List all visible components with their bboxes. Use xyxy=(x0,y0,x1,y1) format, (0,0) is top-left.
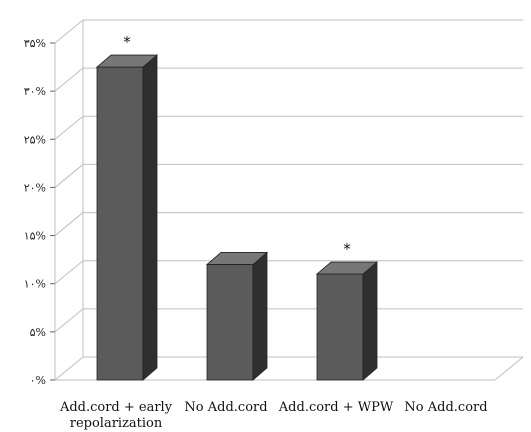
bar-top xyxy=(95,54,159,68)
y-tick-label: ۳۰% xyxy=(24,85,46,98)
category-label: Add.cord + early xyxy=(59,400,173,415)
bar-front xyxy=(206,264,254,381)
y-tick-label: ۵% xyxy=(30,326,46,339)
bar-front xyxy=(316,273,364,381)
gridline-diagonal xyxy=(54,115,84,140)
gridline-diagonal xyxy=(54,308,84,333)
y-tick-layer: ۰% ۵% ۱۰% ۱۵% ۲۰% ۲۵% ۳۰% ۳۵% xyxy=(24,37,46,387)
bar-side xyxy=(252,251,268,381)
bar xyxy=(205,251,269,381)
significance-marker: * xyxy=(343,240,351,258)
y-tick-label: ۱۰% xyxy=(24,278,46,291)
gridline-diagonal xyxy=(54,67,84,92)
bar-side xyxy=(142,54,158,381)
gridline-diagonal xyxy=(54,164,84,188)
significance-marker: * xyxy=(123,33,131,51)
bar xyxy=(315,261,379,381)
category-label: Add.cord + WPW xyxy=(278,400,394,415)
y-tick-label: ۲۵% xyxy=(24,133,46,146)
category-label: No Add.cord xyxy=(404,400,487,415)
category-label: No Add.cord xyxy=(184,400,267,415)
bar-top xyxy=(315,261,379,275)
bar-layer xyxy=(95,54,379,381)
gridline-diagonal xyxy=(54,19,84,44)
bar xyxy=(95,54,159,381)
gridline-diagonal xyxy=(54,260,84,285)
floor-right-edge xyxy=(494,356,524,381)
y-tick-label: ۱۵% xyxy=(24,230,46,243)
y-tick-label: ۲۰% xyxy=(24,181,46,194)
bar-top xyxy=(205,252,269,265)
bar-front xyxy=(96,66,144,381)
category-label: repolarization xyxy=(70,416,163,431)
y-tick-label: ۳۵% xyxy=(24,37,46,50)
bar-side xyxy=(362,261,378,381)
y-tick-label: ۰% xyxy=(30,374,46,387)
floor-left-edge xyxy=(54,356,84,381)
gridline-diagonal xyxy=(54,212,84,236)
